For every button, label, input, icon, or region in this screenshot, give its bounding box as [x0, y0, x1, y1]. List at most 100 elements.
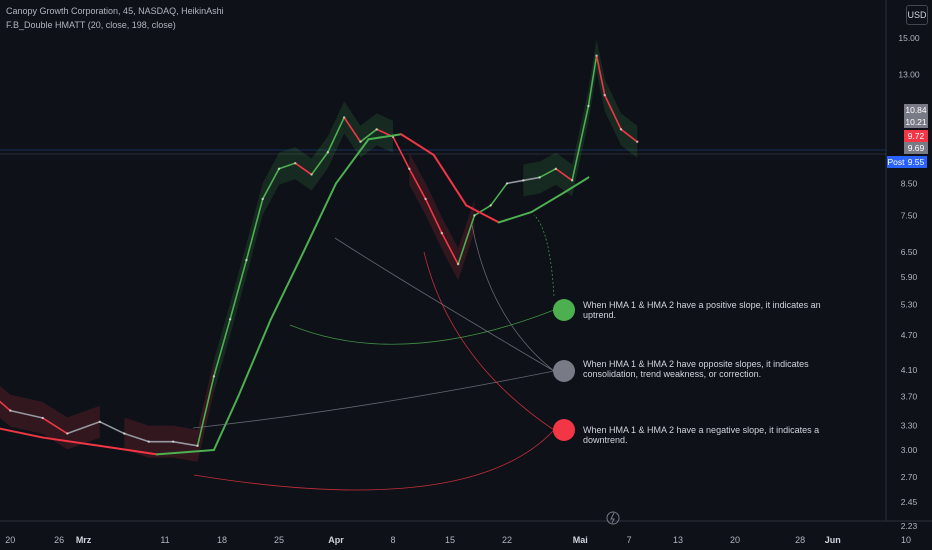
hma-segment	[271, 252, 304, 319]
x-tick-label: 22	[502, 535, 512, 545]
x-tick-label: Mrz	[76, 535, 92, 545]
price-point	[538, 176, 540, 178]
price-point	[441, 232, 443, 234]
price-segment	[198, 376, 214, 445]
hma-segment	[531, 193, 564, 212]
price-point	[506, 182, 508, 184]
price-segment	[572, 106, 588, 180]
price-point	[245, 259, 247, 261]
price-tag-label: Post	[887, 157, 905, 167]
price-point	[9, 409, 11, 411]
annotation-connector	[290, 310, 554, 344]
x-tick-label: 18	[217, 535, 227, 545]
annotation-connector	[472, 225, 554, 371]
price-point	[99, 421, 101, 423]
x-tick-label: Apr	[328, 535, 344, 545]
price-segment	[458, 215, 474, 264]
price-segment	[588, 56, 596, 106]
price-point	[376, 128, 378, 130]
annotation-note: When HMA 1 & HMA 2 have a positive slope…	[583, 300, 843, 320]
hma-segment	[238, 319, 271, 396]
price-segment	[393, 137, 409, 169]
x-tick-label: 20	[730, 535, 740, 545]
x-tick-label: 8	[390, 535, 395, 545]
price-point	[620, 128, 622, 130]
price-point	[343, 116, 345, 118]
price-point	[278, 168, 280, 170]
annotation-dot	[553, 360, 575, 382]
price-segment	[230, 260, 246, 319]
price-point	[327, 151, 329, 153]
price-point	[522, 179, 524, 181]
x-tick-label: 15	[445, 535, 455, 545]
y-tick-label: 15.00	[898, 33, 920, 43]
price-point	[172, 440, 174, 442]
annotation-dot	[553, 419, 575, 441]
price-point	[457, 263, 459, 265]
price-tag-label: 10.84	[905, 105, 927, 115]
x-tick-label: 13	[673, 535, 683, 545]
price-segment	[507, 180, 523, 183]
price-point	[604, 94, 606, 96]
price-point	[148, 440, 150, 442]
y-tick-label: 4.10	[901, 365, 918, 375]
price-point	[571, 179, 573, 181]
price-segment	[100, 422, 124, 434]
price-tag-label: 9.72	[908, 131, 925, 141]
annotation-connector	[193, 371, 554, 428]
y-tick-label: 2.70	[901, 472, 918, 482]
y-tick-label: 3.30	[901, 421, 918, 431]
price-point	[42, 417, 44, 419]
hma-segment	[434, 155, 467, 205]
x-tick-label: 10	[901, 535, 911, 545]
y-tick-label: 3.00	[901, 445, 918, 455]
trend-zone	[523, 40, 637, 197]
price-point	[196, 445, 198, 447]
x-tick-label: 26	[54, 535, 64, 545]
y-tick-label: 6.50	[901, 247, 918, 257]
price-point	[473, 214, 475, 216]
hma-segment	[499, 212, 532, 222]
x-tick-label: 28	[795, 535, 805, 545]
price-segment	[214, 319, 230, 376]
x-tick-label: Jun	[825, 535, 841, 545]
y-tick-label: 3.70	[901, 391, 918, 401]
annotation-connector	[424, 252, 554, 430]
price-point	[408, 168, 410, 170]
x-tick-label: 7	[627, 535, 632, 545]
y-tick-label: 5.30	[901, 299, 918, 309]
price-tag-label: 10.21	[905, 117, 927, 127]
price-point	[636, 141, 638, 143]
x-tick-label: Mai	[573, 535, 588, 545]
price-point	[229, 318, 231, 320]
price-point	[555, 168, 557, 170]
hma-segment	[336, 139, 369, 183]
y-tick-label: 13.00	[898, 70, 920, 80]
y-tick-label: 5.90	[901, 272, 918, 282]
y-tick-label: 8.50	[901, 178, 918, 188]
price-tag-label: 9.69	[908, 143, 925, 153]
annotation-note: When HMA 1 & HMA 2 have opposite slopes,…	[583, 359, 823, 379]
trend-zone	[124, 360, 214, 461]
y-tick-label: 2.23	[901, 521, 918, 531]
price-point	[359, 141, 361, 143]
annotation-connector	[335, 238, 554, 371]
price-tag-label: 9.55	[908, 157, 925, 167]
y-tick-label: 4.70	[901, 330, 918, 340]
hma-segment	[401, 134, 434, 155]
annotation-connector	[194, 430, 554, 490]
price-point	[490, 204, 492, 206]
x-tick-label: 25	[274, 535, 284, 545]
y-tick-label: 7.50	[901, 210, 918, 220]
price-point	[262, 198, 264, 200]
annotation-note: When HMA 1 & HMA 2 have a negative slope…	[583, 425, 843, 445]
price-segment	[491, 183, 507, 205]
price-point	[66, 432, 68, 434]
hma-segment	[303, 183, 336, 252]
price-point	[424, 198, 426, 200]
price-point	[294, 162, 296, 164]
price-point	[310, 173, 312, 175]
flash-icon[interactable]	[607, 512, 619, 524]
price-point	[587, 105, 589, 107]
